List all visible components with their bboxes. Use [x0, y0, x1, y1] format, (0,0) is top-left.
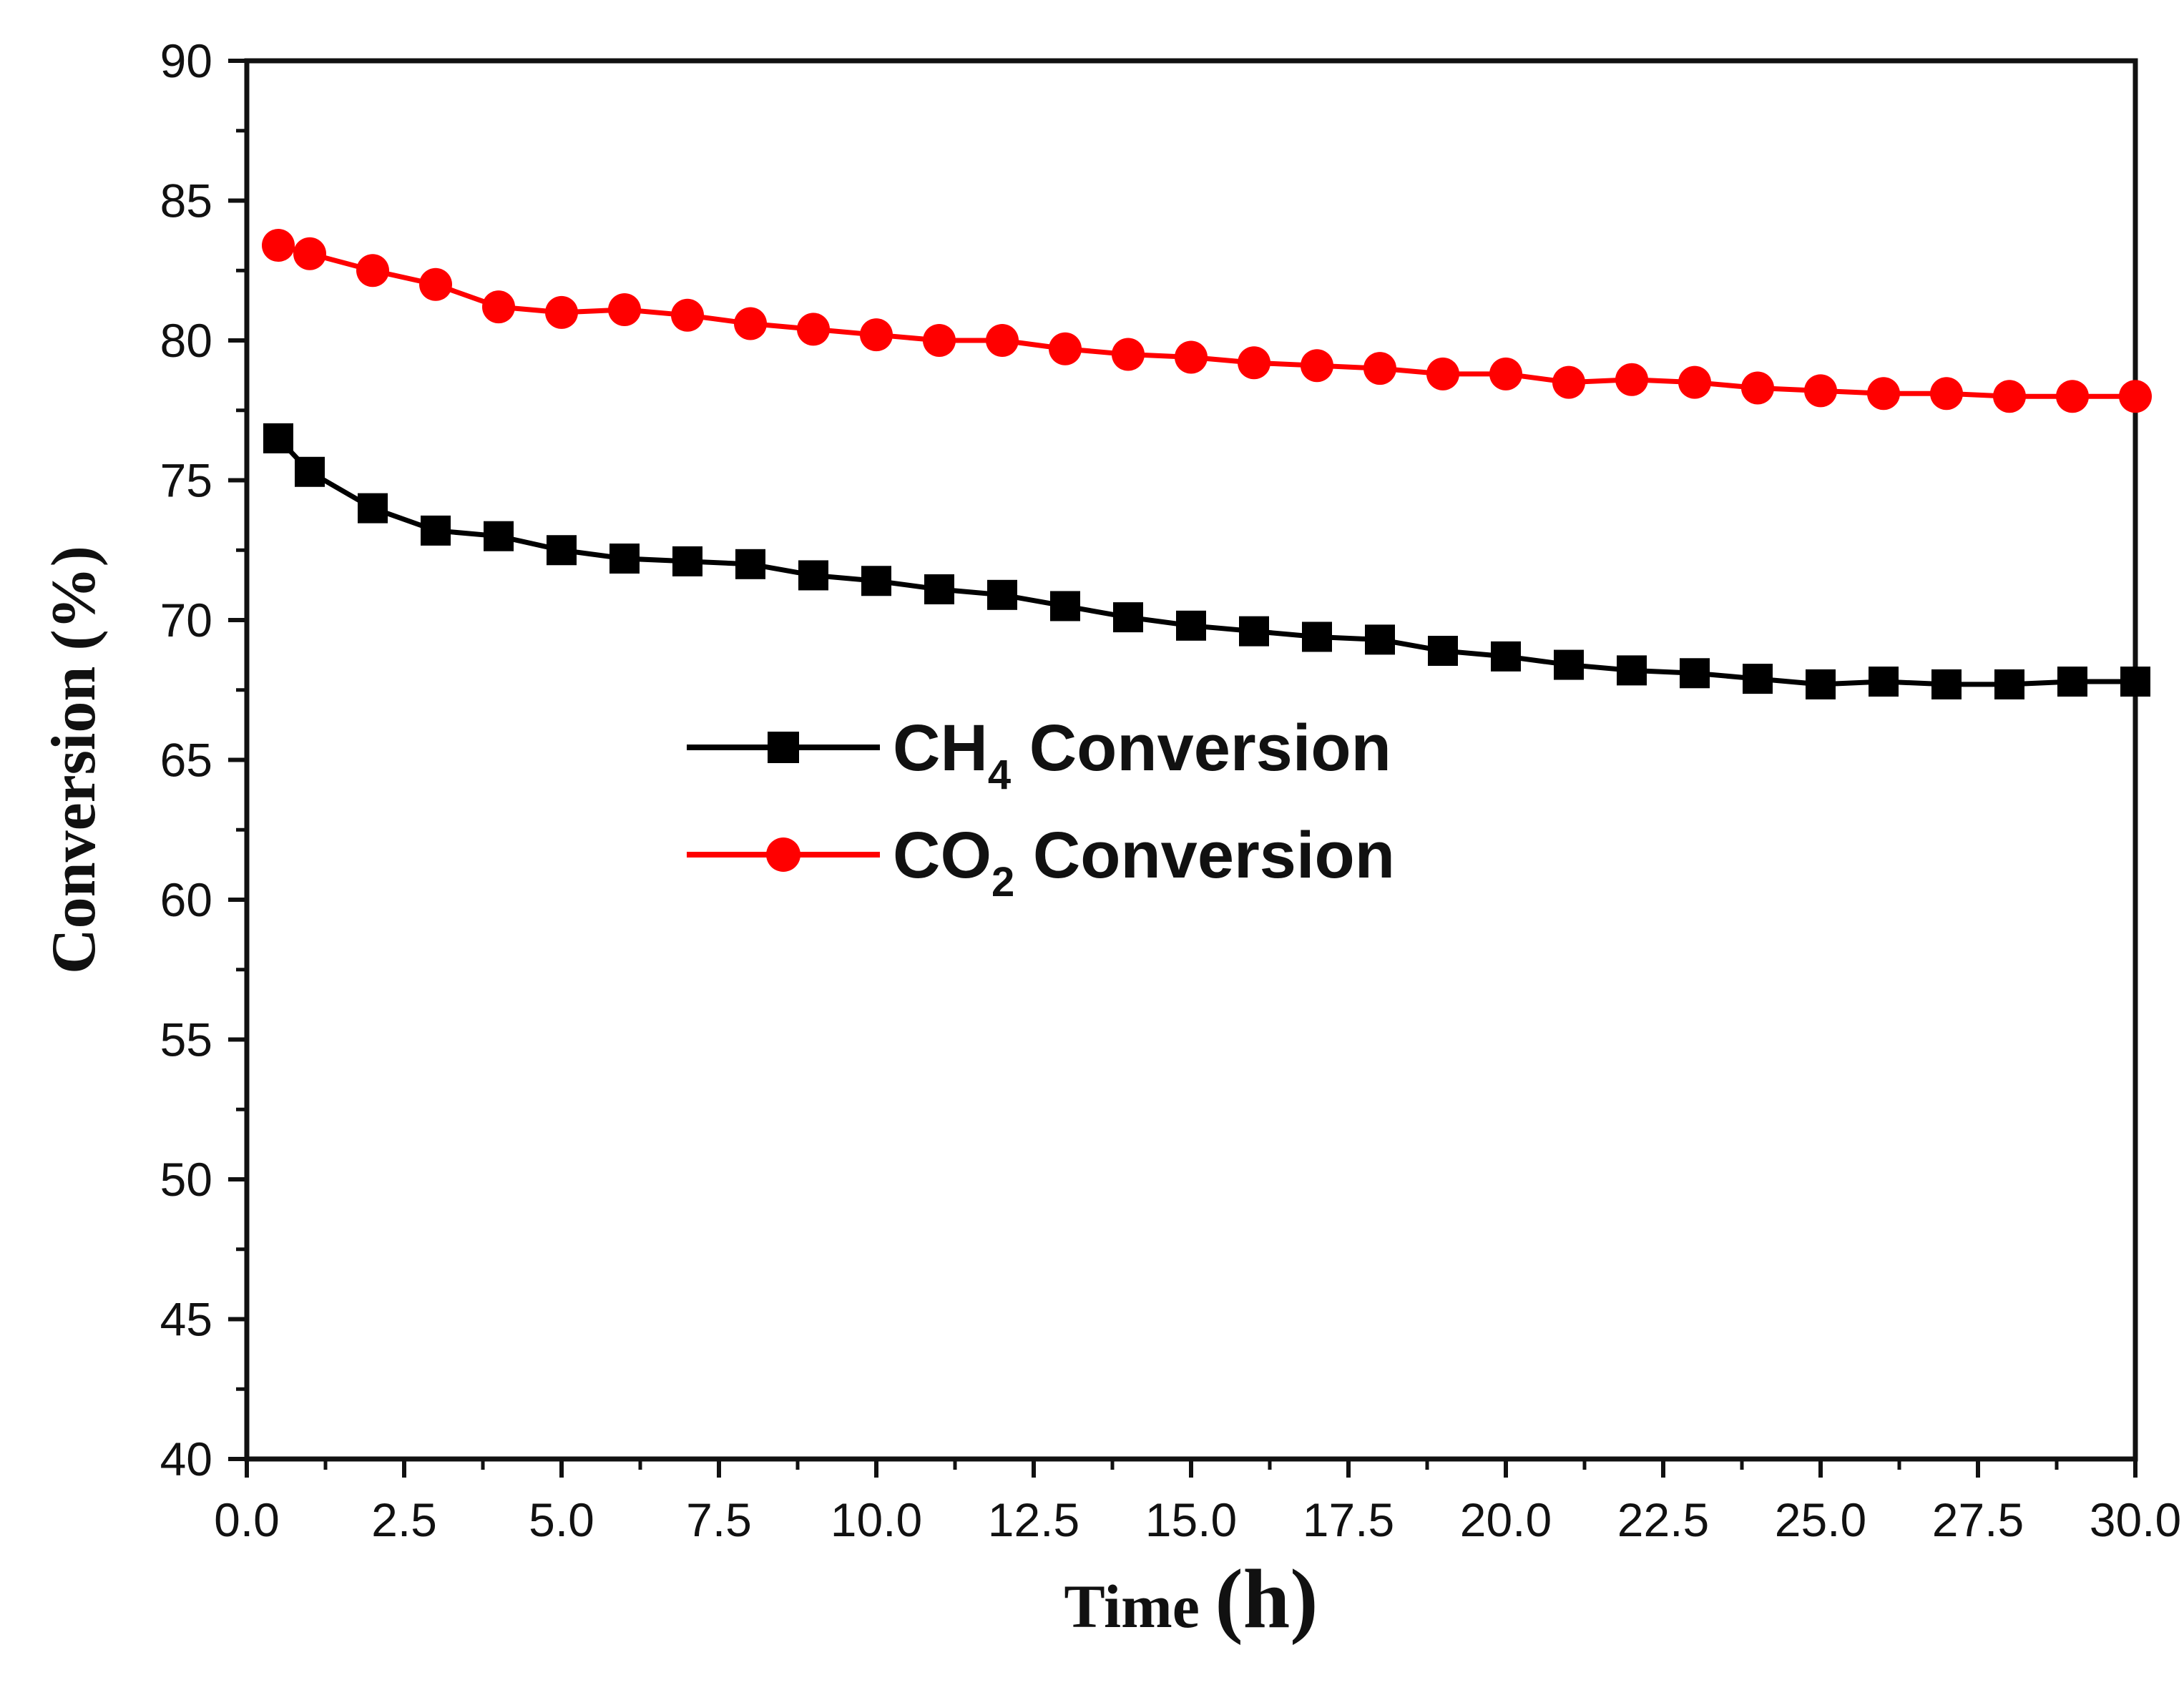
- y-axis-title: Conversion (%): [39, 546, 109, 974]
- data-point: [734, 307, 767, 340]
- axis-titles: Time (h) Conversion (%): [39, 546, 1318, 1646]
- y-tick-label: 55: [160, 1013, 212, 1066]
- x-tick-label: 17.5: [1303, 1493, 1394, 1546]
- y-tick-label: 50: [160, 1153, 212, 1206]
- data-point: [1491, 641, 1521, 672]
- y-tick-label: 40: [160, 1433, 212, 1485]
- x-tick-label: 2.5: [371, 1493, 437, 1546]
- data-point: [1301, 349, 1333, 383]
- data-point: [1867, 377, 1900, 411]
- x-tick-label: 5.0: [529, 1493, 594, 1546]
- data-point: [484, 521, 514, 551]
- data-point: [1049, 332, 1082, 365]
- data-point: [545, 295, 578, 329]
- data-point: [735, 549, 765, 579]
- data-point: [1239, 616, 1269, 647]
- series-group: [262, 229, 2152, 699]
- data-point: [1804, 374, 1837, 408]
- data-point: [672, 546, 702, 576]
- data-point: [1680, 658, 1710, 689]
- data-point: [1176, 610, 1206, 641]
- data-point: [1931, 669, 1962, 699]
- x-tick-label: 25.0: [1775, 1493, 1866, 1546]
- data-point: [2120, 667, 2150, 697]
- data-point: [1112, 338, 1145, 371]
- data-point: [2119, 380, 2152, 413]
- data-point: [860, 318, 893, 352]
- data-point: [798, 560, 828, 591]
- data-point: [547, 535, 577, 566]
- data-point: [1238, 346, 1270, 380]
- data-point: [1365, 624, 1395, 655]
- x-tick-label: 10.0: [831, 1493, 922, 1546]
- y-tick-label: 75: [160, 454, 212, 507]
- data-point: [923, 324, 956, 357]
- legend-label: CO2 Conversion: [893, 819, 1395, 905]
- data-point: [262, 229, 295, 262]
- data-point: [1175, 340, 1208, 374]
- x-tick-label: 12.5: [988, 1493, 1079, 1546]
- y-tick-label: 90: [160, 34, 212, 87]
- legend-label: CH4 Conversion: [893, 712, 1391, 798]
- data-point: [2056, 380, 2089, 413]
- data-point: [1678, 365, 1711, 399]
- y-tick-label: 85: [160, 175, 212, 227]
- data-point: [295, 456, 325, 487]
- x-tick-label: 27.5: [1932, 1493, 2024, 1546]
- legend: CH4 Conversion CO2 Conversion: [687, 712, 1395, 905]
- data-point: [1489, 357, 1522, 390]
- y-tick-label: 60: [160, 873, 212, 926]
- data-point: [1615, 363, 1648, 396]
- x-tick-label: 15.0: [1145, 1493, 1237, 1546]
- y-tick-label: 70: [160, 594, 212, 647]
- data-point: [1552, 365, 1585, 399]
- data-point: [263, 423, 293, 453]
- x-axis-title: Time (h): [1064, 1552, 1318, 1646]
- y-tick-label: 45: [160, 1293, 212, 1346]
- y-tick-label: 65: [160, 734, 212, 787]
- x-tick-label: 0.0: [214, 1493, 280, 1546]
- data-point: [293, 237, 326, 270]
- data-point: [1806, 669, 1836, 699]
- data-point: [1869, 667, 1899, 697]
- data-point: [356, 254, 389, 288]
- data-point: [1302, 622, 1332, 652]
- data-point: [419, 267, 452, 301]
- data-point: [1930, 377, 1963, 411]
- data-point: [987, 579, 1017, 610]
- data-point: [1428, 636, 1458, 667]
- data-point: [358, 493, 388, 524]
- x-tick-label: 20.0: [1460, 1493, 1552, 1546]
- legend-marker: [768, 732, 799, 763]
- data-point: [1993, 380, 2026, 413]
- data-point: [797, 313, 830, 346]
- data-point: [986, 324, 1019, 357]
- data-point: [671, 298, 704, 332]
- data-point: [1741, 371, 1774, 405]
- data-point: [1743, 664, 1773, 694]
- data-point: [861, 566, 891, 596]
- data-point: [609, 543, 640, 574]
- data-point: [1050, 591, 1080, 622]
- data-point: [1994, 669, 2024, 699]
- x-tick-label: 30.0: [2090, 1493, 2181, 1546]
- data-point: [421, 515, 451, 546]
- data-point: [924, 574, 954, 604]
- ticks: 0.0 2.5 5.0 7.5 10.0 12.5 15.0 17.5 20.0 22.5 25.0…: [160, 34, 2182, 1546]
- data-point: [1426, 357, 1459, 390]
- legend-marker: [766, 837, 800, 872]
- data-point: [1113, 602, 1143, 633]
- data-point: [1363, 352, 1396, 385]
- data-point: [482, 290, 515, 324]
- data-point: [1617, 655, 1647, 686]
- data-point: [2057, 667, 2087, 697]
- y-tick-label: 80: [160, 314, 212, 367]
- x-tick-label: 22.5: [1617, 1493, 1709, 1546]
- x-tick-label: 7.5: [686, 1493, 752, 1546]
- data-point: [1554, 649, 1584, 680]
- data-point: [608, 293, 641, 326]
